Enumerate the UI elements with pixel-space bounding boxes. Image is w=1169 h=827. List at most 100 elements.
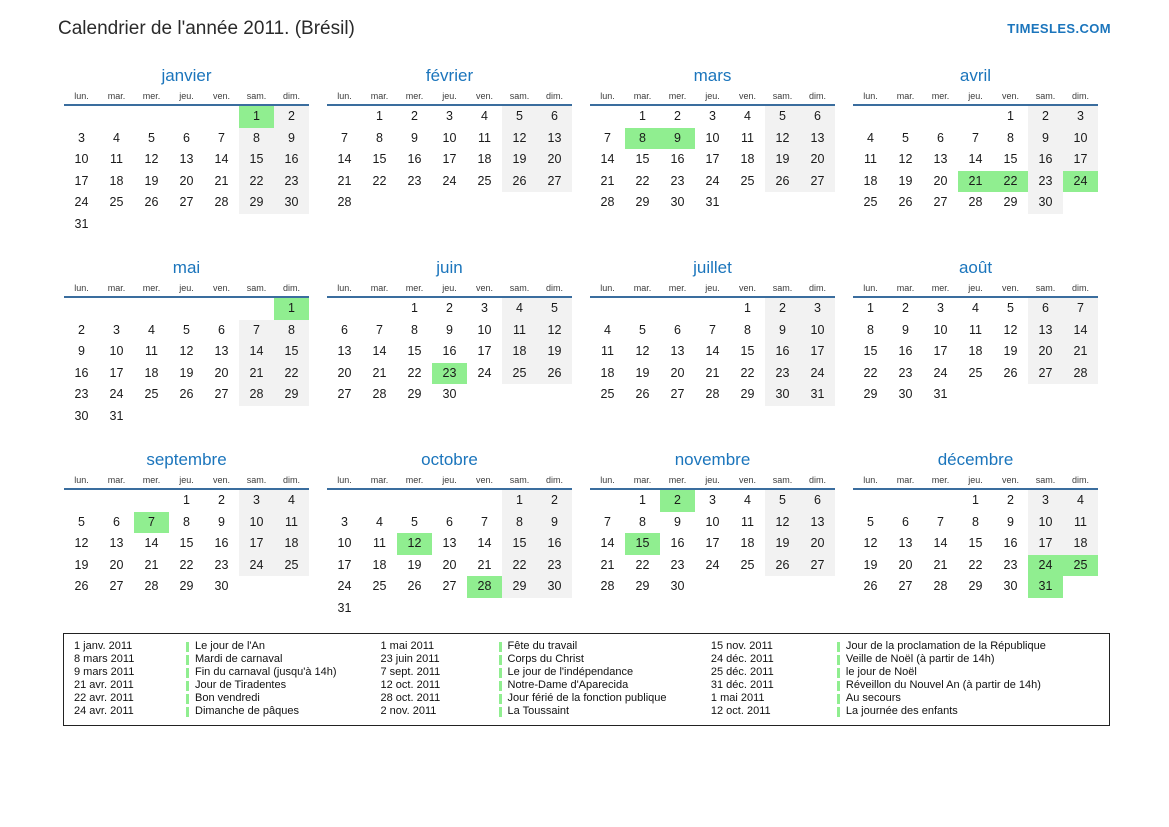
- day-cell: 9: [660, 127, 695, 149]
- week-row: 17 18 19 20 21 22 23: [327, 554, 572, 576]
- legend-item: 12 oct. 2011 Notre-Dame d'Aparecida: [381, 679, 711, 692]
- day-cell: 20: [109, 557, 124, 572]
- site-link[interactable]: TIMESLES.COM: [1007, 21, 1111, 36]
- day-cell: 3: [800, 298, 835, 320]
- day-cell: 9: [674, 514, 681, 529]
- day-cell: 24: [933, 365, 948, 380]
- day-cell: 8: [411, 322, 418, 337]
- day-cell: 10: [705, 130, 720, 145]
- holiday-date: 24 avr. 2011: [74, 705, 134, 717]
- day-cell: 22: [740, 365, 755, 380]
- empty-cell: [695, 298, 730, 320]
- day-headers: lun. mar. mer. jeu. ven. sam. dim.: [64, 475, 309, 490]
- day-cell: 10: [1063, 127, 1098, 149]
- day-cell: 9: [446, 322, 453, 337]
- week-row: 7 8 9 10 11 12 13: [590, 127, 835, 149]
- day-cell: 10: [933, 322, 948, 337]
- day-header: dim.: [282, 475, 300, 485]
- day-cell: 23: [1028, 170, 1063, 192]
- holiday-marker-icon: [836, 706, 840, 717]
- legend-column-3: 15 nov. 2011 Jour de la proclamation de l…: [711, 640, 1099, 718]
- day-cell: 14: [337, 152, 352, 166]
- day-cell: 8: [239, 127, 274, 149]
- day-cell: 18: [600, 365, 615, 380]
- day-cell: 27: [800, 554, 835, 576]
- day-cell: 19: [179, 365, 194, 380]
- calendar-page: Calendrier de l'année 2011. (Brésil) TIM…: [58, 18, 1111, 726]
- holiday-name: La journée des enfants: [845, 705, 958, 717]
- day-headers: lun. mar. mer. jeu. ven. sam. dim.: [327, 91, 572, 106]
- empty-cell: [327, 490, 362, 512]
- holiday-marker-icon: [498, 706, 502, 717]
- day-cell: 25: [144, 387, 159, 401]
- holiday-legend: 1 janv. 2011 Le jour de l'An 8 mars 2011 Ma…: [63, 633, 1110, 726]
- day-cell: 1: [376, 109, 383, 123]
- holiday-name: La Toussaint: [507, 705, 570, 717]
- empty-cell: [502, 192, 537, 214]
- empty-cell: [397, 192, 432, 214]
- day-header: mar.: [633, 91, 652, 101]
- holiday-date: 8 mars 2011: [74, 653, 135, 665]
- day-cell: 4: [867, 130, 874, 145]
- day-cell: 15: [502, 533, 537, 555]
- empty-cell: [958, 106, 993, 128]
- day-cell: 6: [800, 490, 835, 512]
- day-cell: 20: [442, 557, 457, 572]
- legend-item: 23 juin 2011 Corps du Christ: [381, 653, 711, 666]
- day-cell: 19: [74, 557, 89, 572]
- empty-cell: [169, 106, 204, 128]
- day-cell: 5: [902, 130, 909, 145]
- day-cell: 28: [600, 195, 615, 209]
- day-cell: 13: [800, 127, 835, 149]
- day-cell: 27: [442, 579, 457, 593]
- day-cell: 11: [1063, 511, 1098, 533]
- holiday-marker-icon: [498, 641, 502, 652]
- empty-cell: [923, 490, 958, 512]
- month-title-janvier: janvier: [161, 66, 212, 85]
- empty-cell: [239, 214, 274, 236]
- day-cell: 31: [933, 387, 948, 401]
- day-cell: 22: [993, 170, 1028, 192]
- month-decembre: décembre lun. mar. mer. jeu. ven. sam. dim. 1 2 3 4…: [853, 448, 1098, 598]
- day-cell: 23: [537, 554, 572, 576]
- holiday-entry: Bon vendredi: [186, 692, 260, 705]
- week-row: 14 15 16 17 18 19 20: [327, 149, 572, 171]
- legend-column-1: 1 janv. 2011 Le jour de l'An 8 mars 2011 Ma…: [74, 640, 381, 718]
- empty-cell: [99, 106, 134, 128]
- day-cell: 5: [78, 514, 85, 529]
- day-cell: 1: [411, 301, 418, 315]
- day-cell: 15: [740, 344, 755, 358]
- day-cell: 22: [179, 557, 194, 572]
- holiday-date: 22 avr. 2011: [74, 692, 134, 704]
- empty-cell: [590, 298, 625, 320]
- legend-item: 28 oct. 2011 Jour férié de la fonction pu…: [381, 692, 711, 705]
- day-headers: lun. mar. mer. jeu. ven. sam. dim.: [64, 283, 309, 298]
- day-cell: 31: [1028, 576, 1063, 598]
- week-row: 19 20 21 22 23 24 25: [64, 554, 309, 576]
- day-headers: lun. mar. mer. jeu. ven. sam. dim.: [64, 91, 309, 106]
- day-cell: 7: [972, 130, 979, 145]
- day-cell: 20: [933, 173, 948, 188]
- day-cell: 10: [477, 322, 492, 337]
- empty-cell: [467, 598, 502, 620]
- day-cell: 14: [1063, 319, 1098, 341]
- day-cell: 29: [407, 387, 422, 401]
- day-cell: 19: [765, 533, 800, 555]
- week-row: 28: [327, 192, 572, 214]
- day-cell: 17: [74, 173, 89, 188]
- holiday-name: Jour férié de la fonction publique: [507, 692, 667, 704]
- day-cell: 17: [477, 344, 492, 358]
- day-header: ven.: [1001, 283, 1019, 293]
- day-cell: 23: [1003, 557, 1018, 572]
- week-row: 5 6 7 8 9 10 11: [853, 511, 1098, 533]
- holiday-marker-icon: [186, 693, 189, 704]
- day-cell: 11: [601, 344, 614, 358]
- empty-cell: [1063, 192, 1098, 214]
- day-cell: 26: [74, 579, 89, 593]
- holiday-name: Jour de Tiradentes: [195, 679, 287, 691]
- day-cell: 29: [968, 579, 983, 593]
- day-cell: 27: [1028, 362, 1063, 384]
